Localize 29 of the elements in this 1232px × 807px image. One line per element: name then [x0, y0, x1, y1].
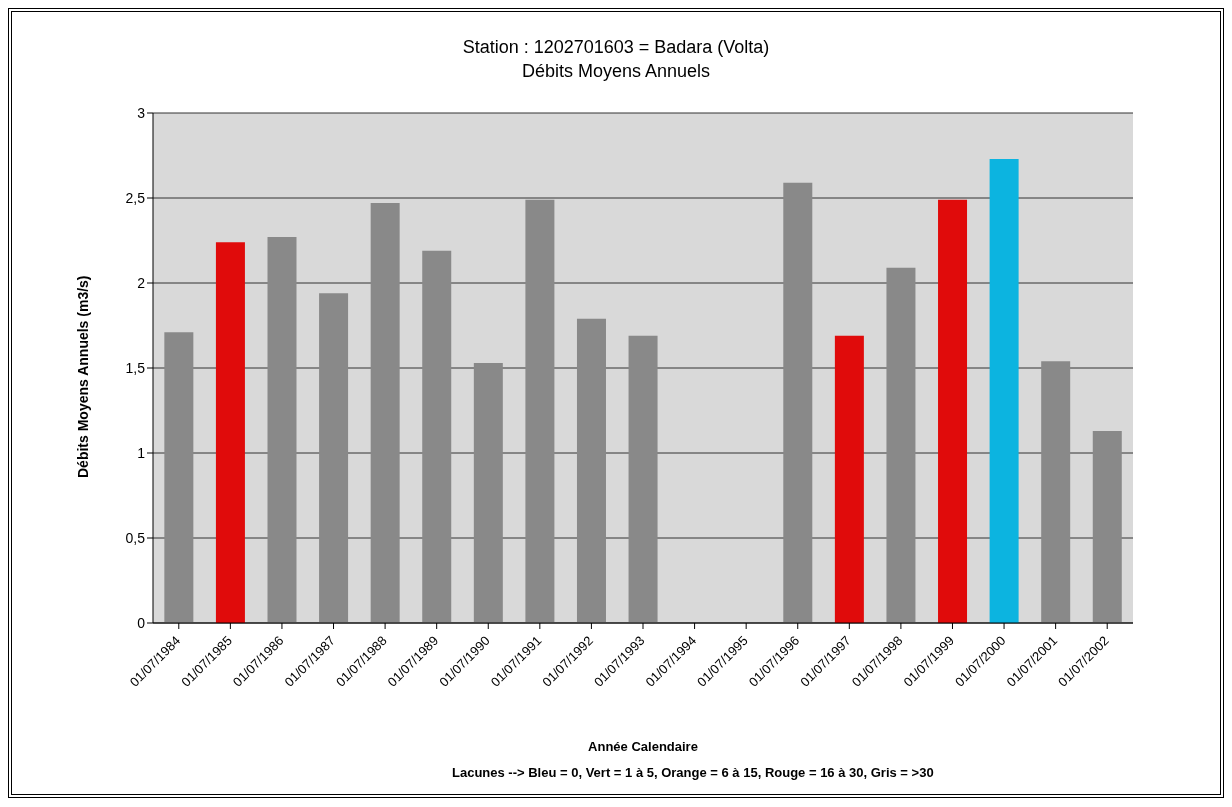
y-tick-label: 1	[137, 444, 146, 461]
bar	[267, 237, 297, 623]
y-tick-label: 2	[137, 274, 146, 291]
y-axis-title: Débits Moyens Annuels (m3/s)	[74, 275, 91, 478]
y-tick-label: 2,5	[125, 189, 146, 206]
y-tick-label: 0,5	[125, 529, 146, 546]
bar	[1041, 361, 1071, 623]
bar	[164, 332, 194, 623]
bar	[422, 250, 452, 623]
x-axis-title: Année Calendaire	[588, 739, 698, 754]
bar	[628, 335, 658, 623]
bar	[1092, 430, 1122, 623]
bar	[215, 242, 245, 623]
y-tick-label: 0	[137, 614, 146, 631]
text: Lacunes --> Bleu = 0, Vert = 1 à 5, Orange = 6 à 15, Rouge = 16 à 30, Gris = >30	[452, 765, 934, 780]
bar	[319, 293, 349, 623]
bar	[938, 199, 968, 623]
chart-title: Station : 1202701603 = Badara (Volta)	[461, 36, 771, 59]
bar	[834, 335, 864, 623]
bar	[783, 182, 813, 623]
bar	[576, 318, 606, 623]
bar	[989, 158, 1019, 623]
bar	[370, 203, 400, 623]
y-tick-label: 3	[137, 104, 146, 121]
bar	[473, 362, 503, 623]
bar	[886, 267, 916, 623]
y-tick-label: 1,5	[125, 359, 146, 376]
chart-subtitle: Débits Moyens Annuels	[520, 60, 712, 83]
bar	[525, 199, 555, 623]
